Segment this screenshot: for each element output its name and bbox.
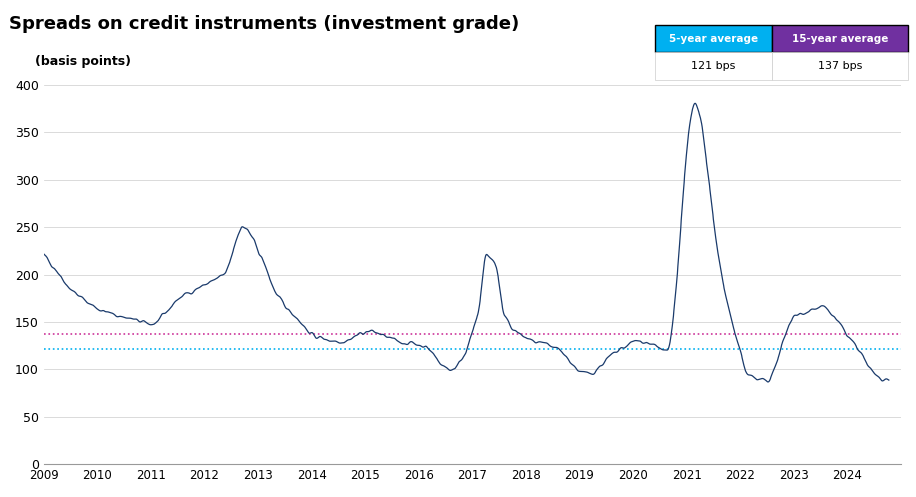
Text: 137 bps: 137 bps [818,61,862,71]
Text: 5-year average: 5-year average [669,34,758,44]
Text: Spreads on credit instruments (investment grade): Spreads on credit instruments (investmen… [9,15,519,33]
Text: 15-year average: 15-year average [791,34,889,44]
Text: (basis points): (basis points) [35,55,131,68]
Text: 121 bps: 121 bps [692,61,736,71]
